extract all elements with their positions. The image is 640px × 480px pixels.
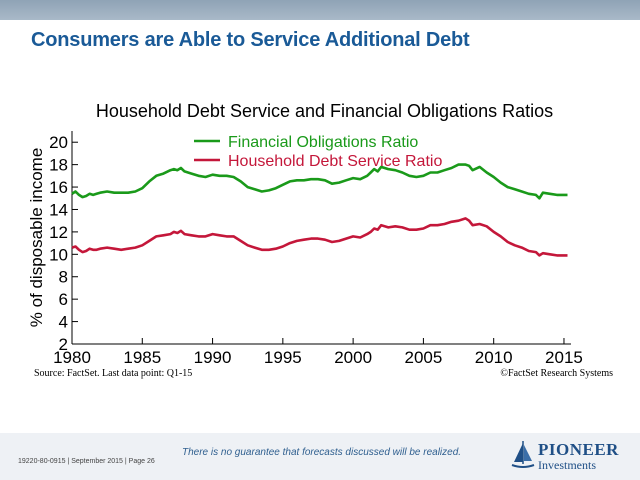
pioneer-logo: PIONEER Investments [510,440,620,474]
y-tick-label: 12 [49,223,68,242]
y-tick-label: 16 [49,178,68,197]
y-tick-label: 4 [59,313,68,332]
copyright-note: ©FactSet Research Systems [500,368,613,379]
x-tick-label: 1985 [123,348,161,367]
x-tick-label: 2005 [404,348,442,367]
y-tick-label: 10 [49,245,68,264]
series-line-debt-service [71,217,568,257]
legend-label: Household Debt Service Ratio [228,153,442,170]
y-tick-label: 18 [49,156,68,175]
x-tick-label: 2015 [545,348,583,367]
x-tick-label: 1995 [264,348,302,367]
ship-sail-icon [511,441,535,468]
forecast-disclaimer: There is no guarantee that forecasts dis… [182,447,462,458]
header-bar [0,0,640,20]
line-chart: Household Debt Service and Financial Obl… [27,101,583,367]
source-note: Source: FactSet. Last data point: Q1-15 [34,368,193,379]
y-tick-label: 8 [59,268,68,287]
y-tick-label: 2 [59,335,68,354]
series-line-financial-obligations [71,163,568,200]
y-tick-label: 6 [59,290,68,309]
document-info: 19220-80-0915 | September 2015 | Page 26 [18,458,155,465]
footer-bar [0,433,640,480]
logo-name: PIONEER [538,440,619,459]
x-tick-label: 2000 [334,348,372,367]
x-tick-label: 2010 [475,348,513,367]
chart-title: Household Debt Service and Financial Obl… [96,101,553,121]
logo-subtitle: Investments [538,458,596,472]
x-tick-label: 1980 [53,348,91,367]
y-tick-label: 20 [49,133,68,152]
legend-label: Financial Obligations Ratio [228,134,418,151]
x-tick-label: 1990 [194,348,232,367]
y-axis-label: % of disposable income [27,148,46,328]
slide-headline: Consumers are Able to Service Additional… [31,29,470,51]
y-tick-label: 14 [49,200,68,219]
